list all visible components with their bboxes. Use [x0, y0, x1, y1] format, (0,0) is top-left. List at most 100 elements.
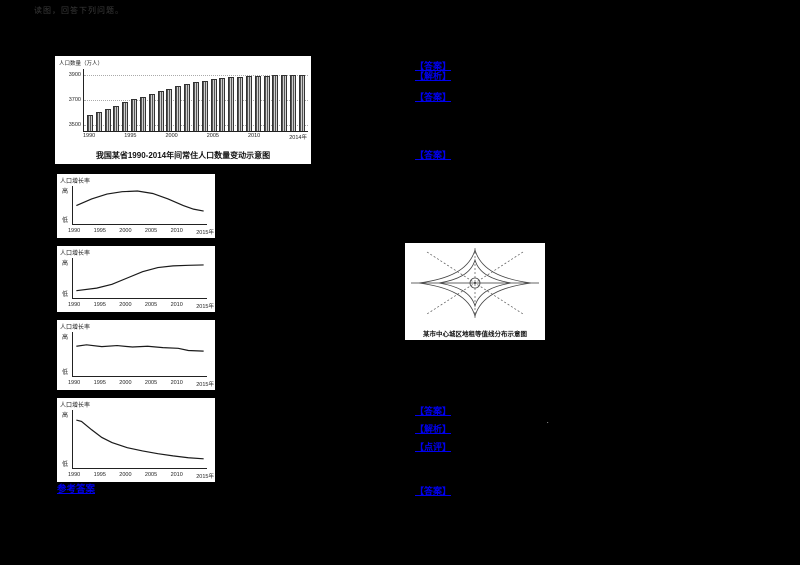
tick-label: 1995: [93, 380, 106, 386]
tick-label: 2015年: [196, 382, 214, 388]
line-c-x-ticks: 1990 1995 2000 2005 2010 2015年: [68, 380, 214, 388]
tick-label: 2015年: [196, 474, 214, 480]
population-bar: [113, 105, 120, 131]
tick-label: 2000: [119, 380, 132, 386]
population-bar: [166, 88, 173, 131]
line-b-y-axis-label: 人口增长率: [60, 251, 91, 257]
tick-label: 1995: [93, 228, 106, 234]
tick-label: 2010: [248, 133, 261, 139]
line-a-tick-high: 高: [62, 189, 69, 195]
stray-mark: ．: [546, 418, 553, 425]
city-center-dot: [474, 282, 476, 284]
y-tick-label: 3500: [68, 121, 81, 128]
rent-map-caption: 某市中心城区地租等值线分布示意图: [423, 331, 527, 338]
population-bar: [298, 75, 305, 131]
line-c-plot-area: [72, 332, 207, 377]
population-bar: [254, 75, 261, 131]
tick-label: 2010: [170, 472, 183, 478]
reference-answer-link[interactable]: 参考答案: [57, 484, 96, 495]
line-d-tick-low: 低: [62, 462, 69, 468]
population-bar: [290, 75, 297, 131]
figure-population-bar-chart: 人口数量（万人） 3900 3700 3500 1990 1995 2000 2005 20…: [55, 56, 311, 164]
tick-label: 1995: [93, 472, 106, 478]
population-bar: [122, 102, 129, 131]
isoline-outer: [418, 248, 532, 318]
line-c-tick-low: 低: [62, 370, 69, 376]
figure-land-rent-isolines: 某市中心城区地租等值线分布示意图: [405, 243, 545, 340]
analysis-link-2[interactable]: 【解析】: [415, 424, 452, 434]
line-d-plot-area: [72, 410, 207, 469]
population-bar: [139, 96, 146, 131]
population-bar: [272, 75, 279, 131]
tick-label: 2015年: [196, 304, 214, 310]
population-bar: [201, 80, 208, 131]
line-b-plot-area: [72, 258, 207, 299]
isoline-inner: [469, 277, 481, 289]
tick-label: 1990: [83, 133, 96, 139]
line-a-y-axis-label: 人口增长率: [60, 179, 91, 185]
figure-growth-option-a: 人口增长率 高 低 1990 1995 2000 2005 2010 2015年: [57, 174, 215, 238]
population-bar: [184, 84, 191, 131]
line-c-curve: [73, 332, 207, 376]
tick-label: 2000: [165, 133, 178, 139]
faint-header-text: 读图，回答下列问题。: [34, 6, 124, 15]
tick-label: 1990: [68, 228, 81, 234]
analysis-link-1[interactable]: 【解析】: [415, 71, 452, 81]
population-bar: [87, 114, 93, 131]
population-bar: [237, 76, 244, 131]
population-bar: [148, 93, 155, 131]
line-c-tick-high: 高: [62, 335, 69, 341]
tick-label: 1995: [93, 302, 106, 308]
tick-label: 1990: [68, 302, 81, 308]
population-bar: [131, 99, 138, 131]
line-d-x-ticks: 1990 1995 2000 2005 2010 2015年: [68, 472, 214, 480]
tick-label: 2000: [119, 302, 132, 308]
gridline: [84, 75, 308, 77]
population-bar: [228, 77, 235, 131]
tick-label: 2010: [170, 302, 183, 308]
population-bar: [263, 75, 270, 131]
tick-label: 2010: [170, 228, 183, 234]
tick-label: 2005: [144, 302, 158, 308]
tick-label: 2010: [170, 380, 183, 386]
answer-link-2[interactable]: 【答案】: [415, 92, 452, 102]
tick-label: 2005: [144, 380, 158, 386]
comment-link[interactable]: 【点评】: [415, 442, 452, 452]
land-rent-isoline-diagram: [411, 248, 539, 318]
tick-label: 2000: [119, 472, 132, 478]
tick-label: 2005: [144, 472, 158, 478]
bar-chart-caption: 我国某省1990-2014年间常住人口数量变动示意图: [95, 151, 271, 160]
tick-label: 2014年: [289, 135, 307, 141]
population-bar: [157, 91, 164, 131]
tick-label: 2005: [144, 228, 158, 234]
bar-chart-x-ticks: 1990 1995 2000 2005 2010 2014年: [83, 133, 307, 141]
population-bar: [192, 82, 199, 131]
population-bar: [104, 108, 111, 131]
answer-link-1[interactable]: 【答案】: [415, 61, 452, 71]
tick-label: 1995: [124, 133, 137, 139]
line-d-tick-high: 高: [62, 413, 69, 419]
y-tick-label: 3900: [68, 72, 81, 79]
line-b-x-ticks: 1990 1995 2000 2005 2010 2015年: [68, 302, 214, 310]
answer-link-3[interactable]: 【答案】: [415, 150, 452, 160]
population-bar: [219, 78, 226, 131]
bar-chart-y-axis-label: 人口数量（万人）: [59, 61, 104, 67]
tick-label: 2000: [119, 228, 132, 234]
line-b-tick-high: 高: [62, 261, 69, 267]
line-d-curve: [73, 410, 207, 468]
line-a-plot-area: [72, 186, 207, 225]
line-d-y-axis-label: 人口增长率: [60, 403, 91, 409]
population-bar: [245, 76, 252, 131]
figure-growth-option-b: 人口增长率 高 低 1990 1995 2000 2005 2010 2015年: [57, 246, 215, 312]
y-tick-label: 3700: [68, 97, 81, 103]
tick-label: 1990: [68, 380, 81, 386]
line-b-curve: [73, 258, 207, 298]
tick-label: 1990: [68, 472, 81, 478]
answer-link-4[interactable]: 【答案】: [415, 406, 452, 416]
figure-growth-option-c: 人口增长率 高 低 1990 1995 2000 2005 2010 2015年: [57, 320, 215, 390]
answer-link-5[interactable]: 【答案】: [415, 486, 452, 496]
tick-label: 2005: [206, 133, 219, 139]
line-a-x-ticks: 1990 1995 2000 2005 2010 2015年: [68, 228, 214, 236]
figure-growth-option-d: 人口增长率 高 低 1990 1995 2000 2005 2010 2015年: [57, 398, 215, 482]
